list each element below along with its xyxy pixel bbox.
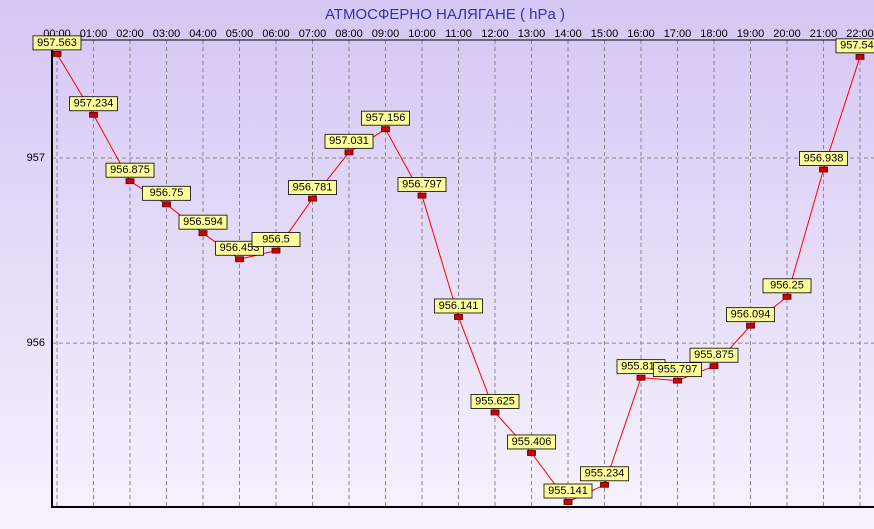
x-tick-label: 13:00	[518, 28, 546, 40]
point-marker	[162, 201, 171, 208]
point-marker	[746, 322, 755, 329]
chart-title: АТМОСФЕРНО НАЛЯГАНЕ ( hPa )	[325, 6, 565, 23]
data-label-box	[32, 35, 82, 51]
point-marker	[198, 230, 208, 237]
data-label-box	[434, 298, 483, 314]
data-label: 956.453	[220, 242, 260, 254]
x-tick-label: 03:00	[153, 28, 181, 40]
point-marker	[855, 53, 865, 60]
x-tick-label: 12:00	[481, 28, 509, 40]
data-label: 955.875	[694, 349, 734, 361]
x-tick-label: 06:00	[262, 28, 290, 40]
x-tick-label: 16:00	[627, 28, 655, 40]
data-label-box	[105, 162, 155, 178]
point-marker	[563, 499, 573, 505]
point-marker	[527, 450, 536, 456]
data-label-box	[288, 180, 337, 195]
data-label-box	[470, 394, 520, 409]
x-tick-label: 05:00	[226, 28, 254, 40]
point-marker	[308, 195, 317, 202]
data-label-box	[543, 483, 593, 499]
data-label-box	[178, 214, 228, 230]
data-label-box	[689, 347, 739, 363]
x-tick-label: 17:00	[664, 28, 692, 40]
data-label: 956.75	[150, 187, 184, 199]
x-tick-label: 14:00	[554, 28, 582, 40]
data-label: 956.797	[402, 179, 442, 191]
x-tick-label: 15:00	[591, 28, 619, 40]
data-label: 956.5	[262, 233, 290, 245]
data-label: 956.094	[731, 309, 771, 321]
y-tick-label: 957	[27, 152, 45, 164]
point-marker	[709, 363, 719, 370]
data-label: 957.234	[74, 98, 114, 110]
data-label-box	[69, 96, 118, 112]
data-label-box	[142, 185, 191, 201]
data-label: 955.234	[585, 468, 625, 480]
x-tick-label: 08:00	[335, 28, 363, 40]
point-marker	[454, 314, 463, 320]
data-label: 956.141	[439, 300, 479, 312]
x-tick-label: 19:00	[737, 28, 765, 40]
data-label-box	[835, 38, 874, 54]
x-tick-label: 21:00	[810, 28, 838, 40]
data-label: 957.563	[37, 37, 77, 49]
x-tick-label: 20:00	[773, 28, 801, 40]
x-tick-label: 18:00	[700, 28, 728, 40]
data-label: 956.594	[183, 216, 223, 228]
data-label: 956.938	[804, 152, 844, 164]
data-label: 956.781	[293, 181, 333, 193]
point-marker	[235, 256, 244, 263]
x-tick-label: 22:00	[846, 28, 874, 40]
point-marker	[636, 374, 646, 381]
x-tick-label: 10:00	[408, 28, 436, 40]
data-label: 955.625	[475, 395, 515, 407]
data-label-box	[762, 278, 812, 294]
data-label-box	[580, 466, 629, 482]
point-marker	[673, 377, 682, 384]
data-label: 955.797	[658, 364, 698, 376]
data-label: 957.156	[366, 112, 406, 124]
data-label-box	[397, 177, 447, 193]
data-label-box	[726, 307, 775, 323]
point-marker	[125, 178, 135, 185]
data-label: 957.547	[840, 40, 874, 52]
point-marker	[271, 247, 281, 254]
point-marker	[600, 481, 609, 488]
y-tick-label: 956	[27, 337, 45, 349]
data-label: 955.813	[621, 361, 661, 373]
data-label: 956.875	[110, 164, 150, 176]
data-label-box	[653, 362, 702, 378]
point-marker	[89, 111, 98, 118]
data-label: 957.031	[329, 135, 369, 147]
x-tick-label: 07:00	[299, 28, 327, 40]
point-marker	[344, 149, 354, 156]
x-tick-label: 04:00	[189, 28, 217, 40]
x-tick-label: 01:00	[80, 28, 108, 40]
data-label: 955.406	[512, 436, 552, 448]
data-label-box	[799, 151, 848, 166]
point-marker	[381, 126, 390, 133]
point-marker	[52, 50, 62, 57]
data-label-box	[251, 232, 301, 247]
data-label-box	[361, 110, 410, 126]
data-label-box	[215, 240, 264, 256]
data-label: 955.141	[548, 485, 588, 497]
point-marker	[782, 293, 792, 300]
x-tick-label: 09:00	[372, 28, 400, 40]
x-tick-label: 02:00	[116, 28, 144, 40]
x-tick-label: 11:00	[445, 28, 472, 40]
data-label-box	[324, 133, 374, 149]
data-label-box	[507, 434, 556, 450]
point-marker	[417, 192, 427, 199]
data-label: 956.25	[770, 280, 804, 292]
point-marker	[490, 409, 500, 416]
point-marker	[819, 166, 828, 173]
